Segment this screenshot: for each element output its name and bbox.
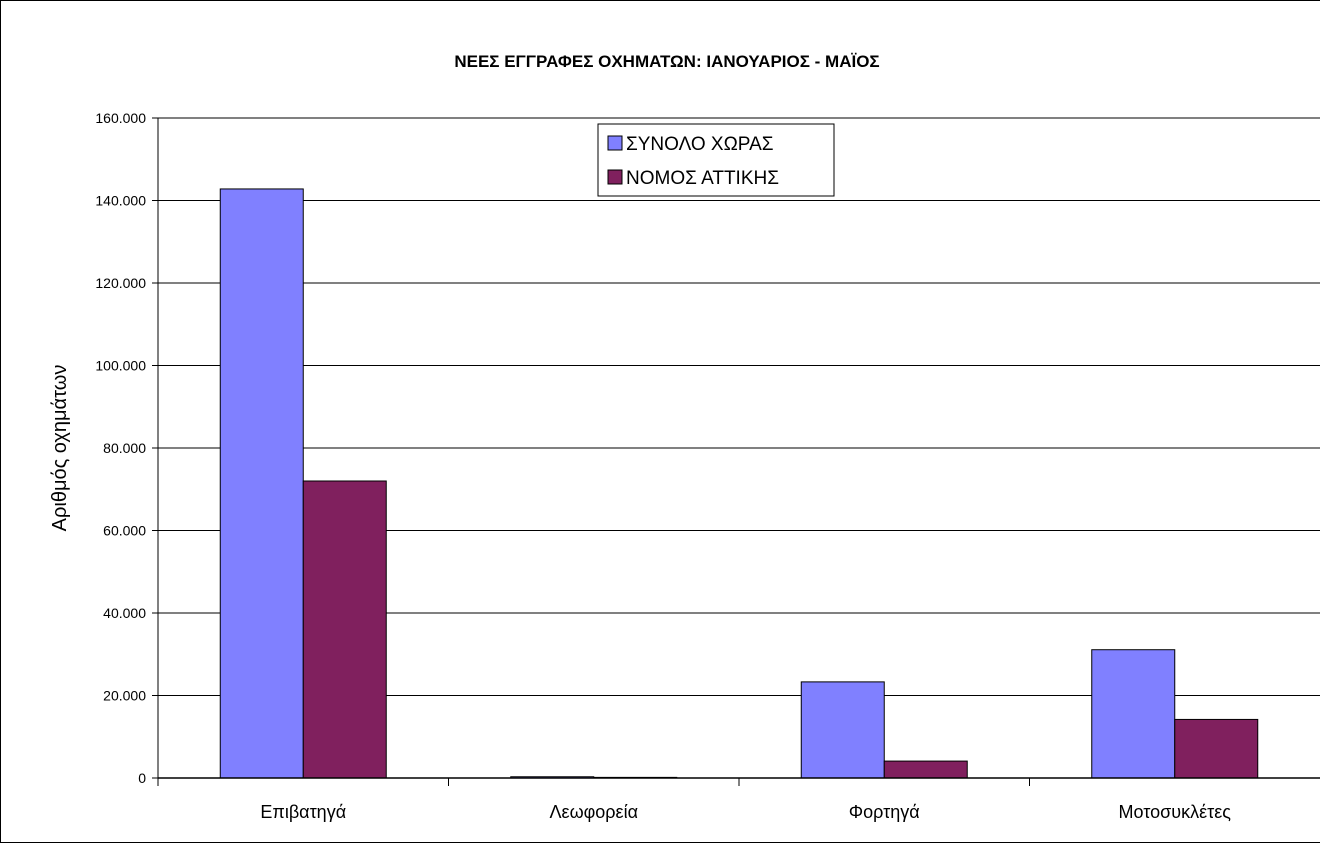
x-tick-label: Φορτηγά: [849, 802, 920, 822]
bar: [303, 481, 386, 778]
legend-label: ΣΥΝΟΛΟ ΧΩΡΑΣ: [626, 134, 773, 155]
x-tick-label: Επιβατηγά: [260, 802, 346, 822]
legend-label: ΝΟΜΟΣ ΑΤΤΙΚΗΣ: [626, 168, 779, 189]
y-tick-label: 40.000: [103, 605, 146, 621]
bar: [801, 682, 884, 778]
y-tick-label: 160.000: [95, 110, 146, 126]
y-axis-label: Αριθμός οχημάτων: [49, 365, 71, 532]
legend: ΣΥΝΟΛΟ ΧΩΡΑΣ ΝΟΜΟΣ ΑΤΤΙΚΗΣ: [598, 124, 834, 196]
y-tick-label: 0: [138, 770, 146, 786]
chart-title: ΝΕΕΣ ΕΓΓΡΑΦΕΣ ΟΧΗΜΑΤΩΝ: ΙΑΝΟΥΑΡΙΟΣ - ΜΑΪ…: [454, 52, 879, 71]
y-tick-label: 100.000: [95, 358, 146, 374]
bar: [1175, 719, 1258, 778]
legend-swatch: [608, 136, 622, 150]
y-tick-label: 120.000: [95, 275, 146, 291]
x-tick-label: Μοτοσυκλέτες: [1119, 802, 1232, 822]
x-tick-label: Λεωφορεία: [550, 802, 638, 822]
bar: [220, 189, 303, 778]
y-tick-label: 20.000: [103, 688, 146, 704]
y-tick-label: 80.000: [103, 440, 146, 456]
y-tick-label: 140.000: [95, 193, 146, 209]
y-tick-label: 60.000: [103, 523, 146, 539]
legend-swatch: [608, 170, 622, 184]
bar: [1092, 650, 1175, 778]
bar: [884, 761, 967, 778]
